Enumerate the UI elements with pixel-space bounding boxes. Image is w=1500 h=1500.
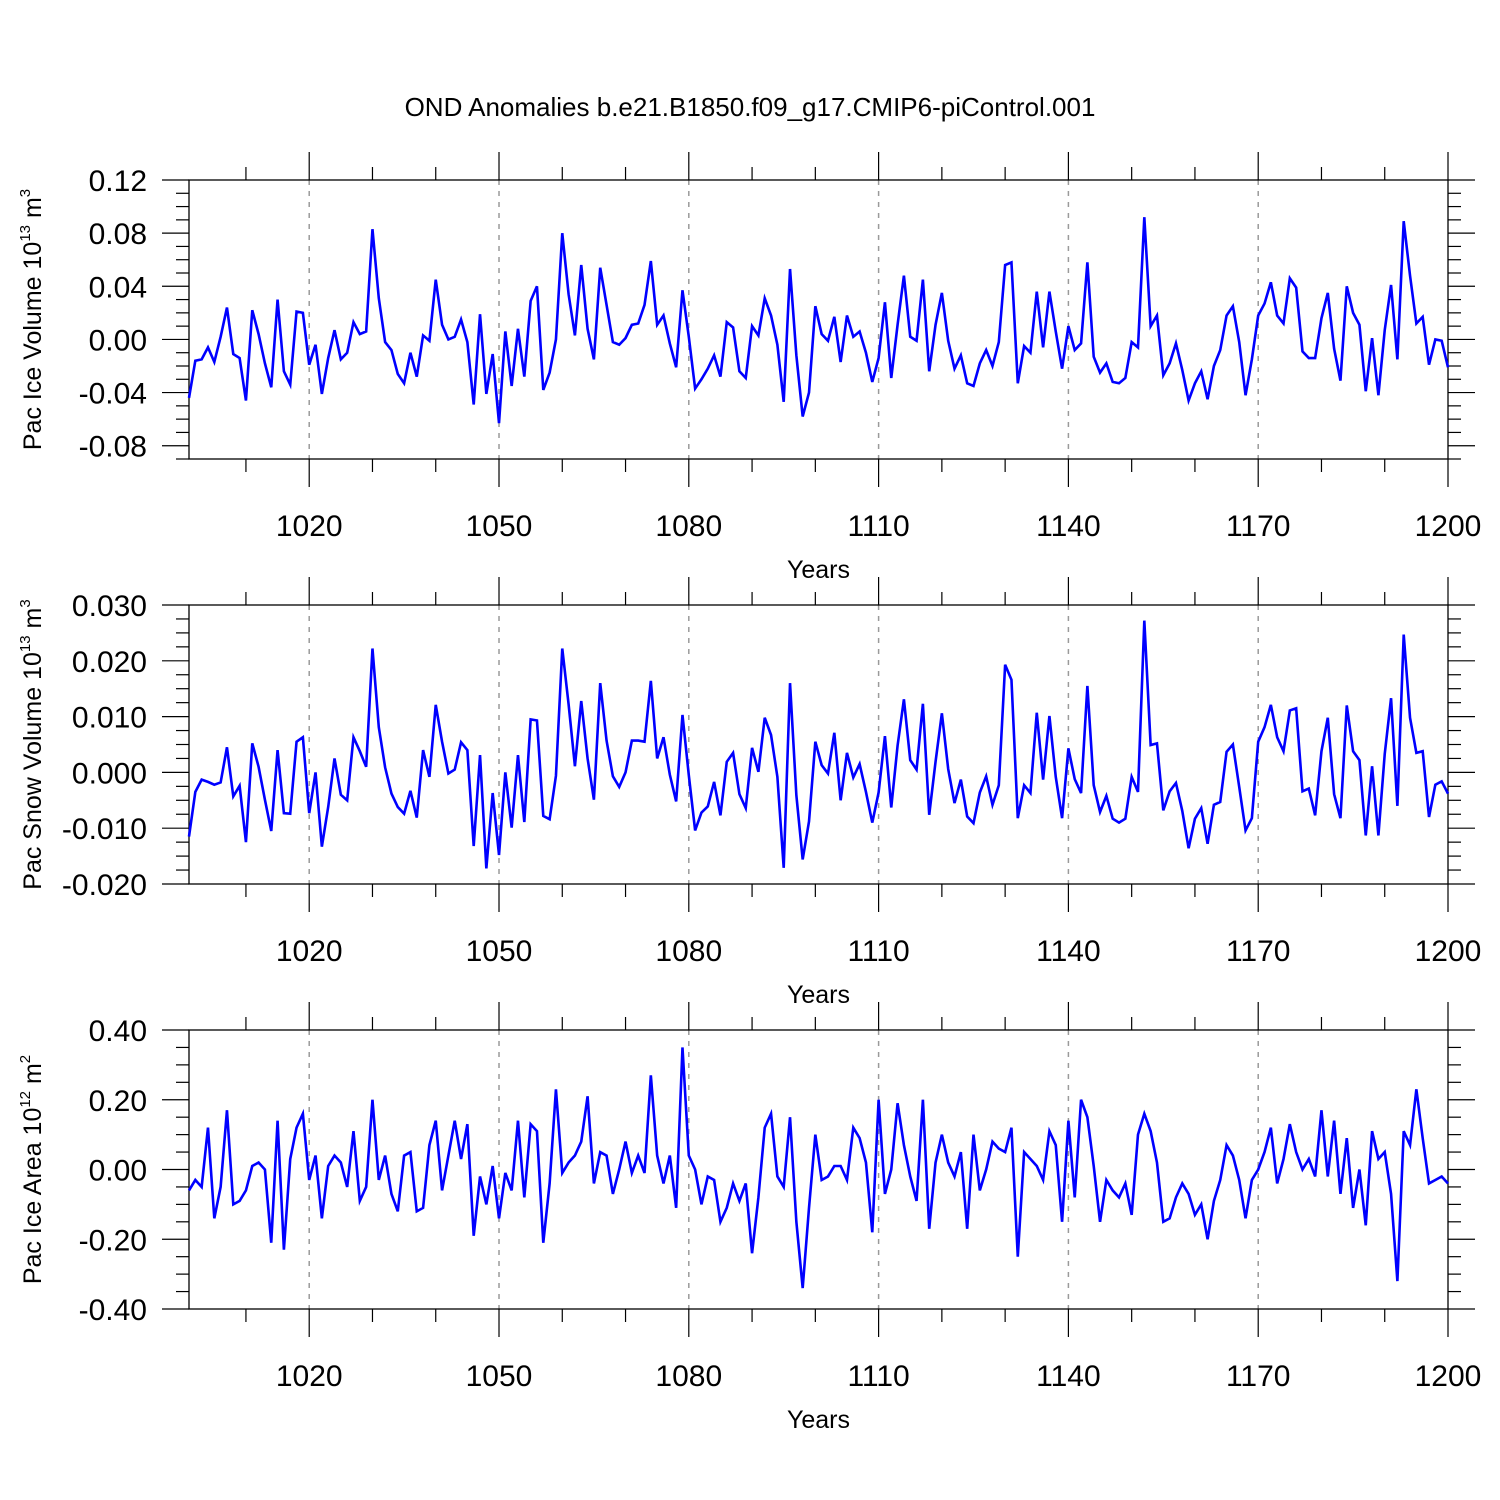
x-tick-label: 1050 [466,935,533,968]
x-tick-label: 1200 [1415,510,1482,543]
x-tick-label: 1170 [1226,1360,1291,1393]
panel-3: 1020 1050 1080 1110 1140 1170 1200 0.40 0.20 0.00… [17,1002,1481,1434]
x-tick-label: 1200 [1415,1360,1482,1393]
y-tick-label: 0.000 [72,757,147,790]
y-tick-label: -0.010 [62,813,147,846]
x-tick-label: 1170 [1226,510,1291,543]
x-tick-label: 1020 [276,935,343,968]
x-tick-label: 1050 [466,510,533,543]
y-tick-label: 0.40 [89,1015,147,1048]
x-tick-label: 1080 [655,1360,722,1393]
x-tick-label: 1200 [1415,935,1482,968]
y-tick-label: -0.20 [79,1224,147,1257]
x-tick-label: 1110 [847,935,909,968]
x-tick-label: 1080 [655,510,722,543]
y-tick-label: -0.04 [79,378,147,411]
y-tick-label: 0.04 [89,271,147,304]
x-tick-label: 1020 [276,510,343,543]
x-tick-label: 1140 [1036,510,1101,543]
y-tick-label: 0.20 [89,1085,147,1118]
y-tick-label: -0.40 [79,1294,147,1327]
x-axis-label: Years [787,556,850,584]
x-tick-label: 1110 [847,510,909,543]
x-axis-label: Years [787,981,850,1009]
y-axis-label: Pac Ice Volume 1013 m3 [17,189,47,450]
y-tick-label: -0.08 [79,431,147,464]
y-tick-label: 0.020 [72,646,147,679]
y-tick-label: 0.010 [72,702,147,735]
y-axis-label: Pac Ice Area 1012 m2 [17,1055,47,1284]
x-tick-label: 1080 [655,935,722,968]
panel-1: 1020 1050 1080 1110 1140 1170 1200 0.12 0.08 0.04… [17,152,1481,584]
x-tick-label: 1140 [1036,1360,1101,1393]
figure-title: OND Anomalies b.e21.B1850.f09_g17.CMIP6-… [405,92,1096,122]
x-tick-label: 1140 [1036,935,1101,968]
y-tick-label: 0.00 [89,1155,147,1188]
y-tick-label: 0.00 [89,324,147,357]
y-tick-label: -0.020 [62,869,147,902]
y-axis-label: Pac Snow Volume 1013 m3 [17,599,47,889]
series-line-1 [187,1047,1449,1289]
series-line-1 [187,620,1450,869]
x-tick-label: 1020 [276,1360,343,1393]
panel-2: 1020 1050 1080 1110 1140 1170 1200 0.030 0.020 0.… [17,577,1481,1009]
x-axis-label: Years [787,1406,850,1434]
y-tick-label: 0.030 [72,590,147,623]
y-tick-label: 0.12 [89,165,147,198]
plot-frame [188,179,1449,460]
x-tick-label: 1110 [847,1360,909,1393]
y-tick-label: 0.08 [89,218,147,251]
x-tick-label: 1050 [466,1360,533,1393]
series-line-1 [187,217,1450,424]
x-tick-label: 1170 [1226,935,1291,968]
